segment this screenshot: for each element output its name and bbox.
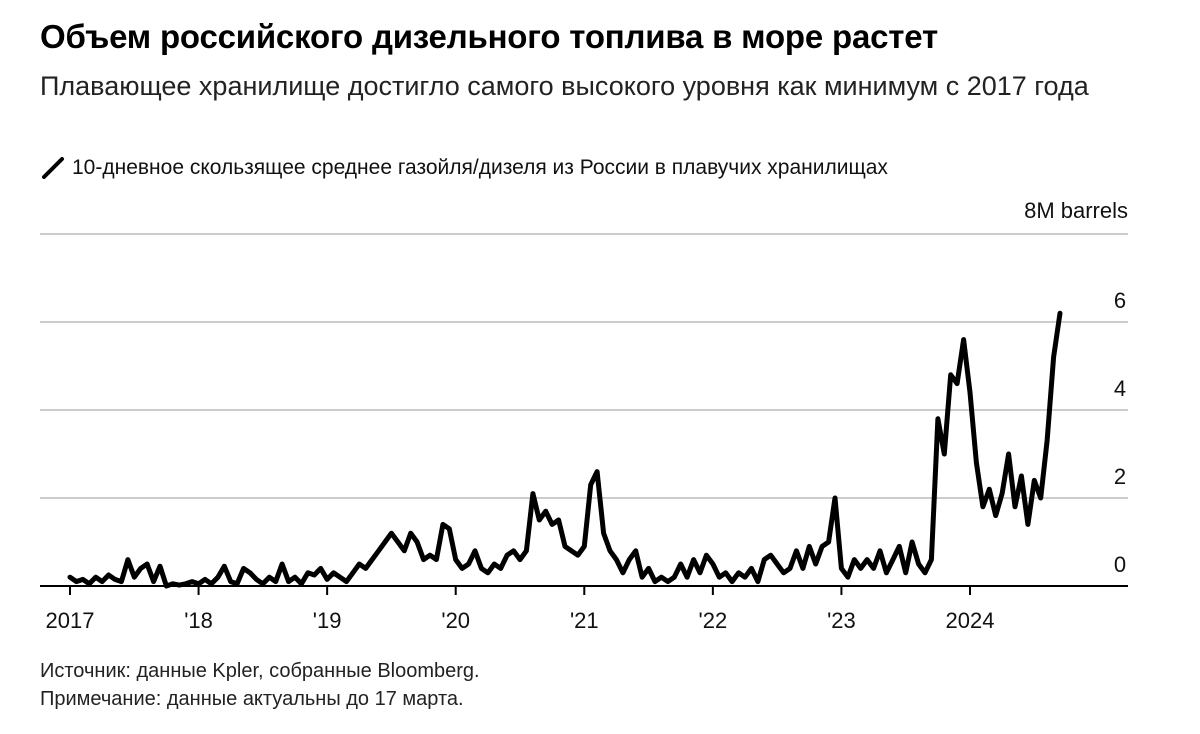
source-note: Источник: данные Kpler, собранные Bloomb… <box>40 660 480 682</box>
x-tick-label: 2017 <box>46 608 95 633</box>
x-tick-label: '20 <box>441 608 470 633</box>
y-tick-label: 6 <box>1114 288 1126 313</box>
x-tick-label: 2024 <box>946 608 995 633</box>
legend: 10-дневное скользящее среднее газойля/ди… <box>40 155 888 181</box>
x-tick-label: '22 <box>699 608 728 633</box>
unit-label: 8M barrels <box>1024 198 1128 223</box>
x-tick-label: '23 <box>827 608 856 633</box>
tick-labels: 0 2 4 6 2017 '18 '19 '20 '21 '22 '23 2024 <box>46 288 1127 633</box>
y-tick-label: 4 <box>1114 376 1126 401</box>
footer: Источник: данные Kpler, собранные Bloomb… <box>40 657 480 713</box>
series-lines <box>67 310 1063 589</box>
chart-title: Объем российского дизельного топлива в м… <box>40 18 938 55</box>
x-tick-label: '21 <box>570 608 599 633</box>
axes <box>40 585 1128 595</box>
x-tick-label: '18 <box>184 608 213 633</box>
x-tick-label: '19 <box>313 608 342 633</box>
date-note: Примечание: данные актуальны до 17 марта… <box>40 688 464 710</box>
y-tick-label: 2 <box>1114 464 1126 489</box>
chart-subtitle: Плавающее хранилище достигло самого высо… <box>40 71 1089 101</box>
series-line-0 <box>67 310 1063 589</box>
y-tick-label: 0 <box>1114 552 1126 577</box>
legend-label: 10-дневное скользящее среднее газойля/ди… <box>72 156 888 179</box>
line-series-icon <box>40 155 66 181</box>
